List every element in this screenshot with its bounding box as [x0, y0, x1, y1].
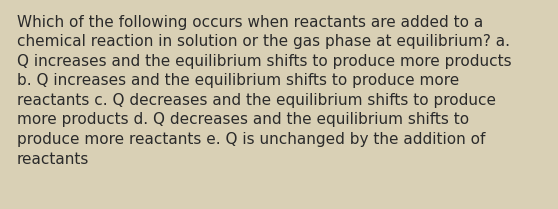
Text: Which of the following occurs when reactants are added to a
chemical reaction in: Which of the following occurs when react… [17, 15, 511, 167]
